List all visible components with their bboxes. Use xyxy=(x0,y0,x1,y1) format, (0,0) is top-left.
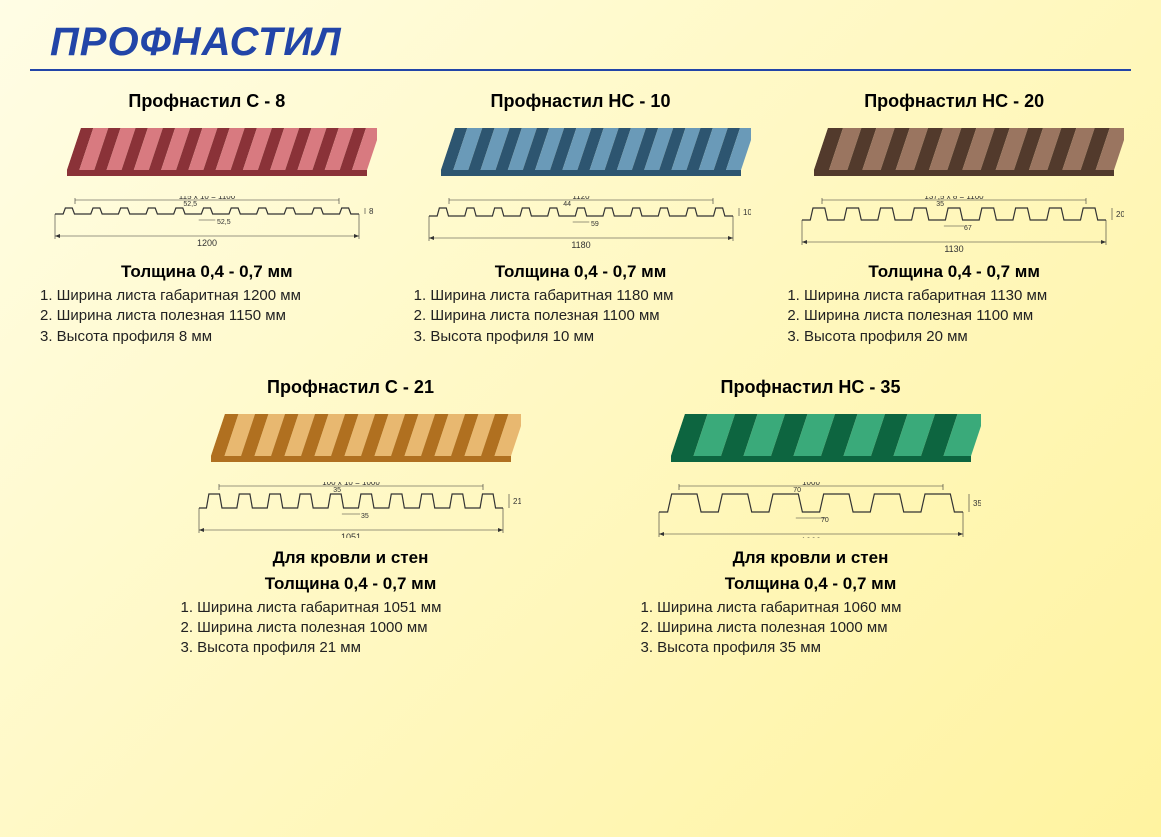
spec-line: 2. Ширина листа полезная 1000 мм xyxy=(181,618,531,638)
page-title: ПРОФНАСТИЛ xyxy=(50,20,1131,65)
spec-line: 1. Ширина листа габаритная 1130 мм xyxy=(787,286,1131,306)
svg-text:8: 8 xyxy=(369,207,374,216)
spec-line: 3. Высота профиля 10 мм xyxy=(414,327,758,347)
spec-list: 1. Ширина листа габаритная 1130 мм2. Шир… xyxy=(777,286,1131,347)
thickness-label: Толщина 0,4 - 0,7 мм xyxy=(404,262,758,282)
product-title: Профнастил С - 8 xyxy=(30,91,384,112)
spec-list: 1. Ширина листа габаритная 1060 мм2. Шир… xyxy=(631,598,991,659)
bottom-row: Профнастил С - 21 100 х 10 = 1000 1051 21 35… xyxy=(30,377,1131,659)
profile-diagram: 1120 1180 10 44 59 xyxy=(411,196,751,252)
svg-text:70: 70 xyxy=(793,487,801,494)
divider xyxy=(30,69,1131,71)
spec-list: 1. Ширина листа габаритная 1180 мм2. Шир… xyxy=(404,286,758,347)
svg-text:21: 21 xyxy=(513,497,521,506)
sheet-visual xyxy=(641,406,981,476)
svg-text:35: 35 xyxy=(973,499,981,508)
product-title: Профнастил НС - 10 xyxy=(404,91,758,112)
spec-list: 1. Ширина листа габаритная 1051 мм2. Шир… xyxy=(171,598,531,659)
spec-line: 3. Высота профиля 21 мм xyxy=(181,638,531,658)
svg-text:67: 67 xyxy=(964,225,972,232)
svg-text:52,5: 52,5 xyxy=(217,219,231,226)
product-subtitle: Для кровли и стен xyxy=(631,548,991,568)
svg-text:1180: 1180 xyxy=(571,240,590,250)
thickness-label: Толщина 0,4 - 0,7 мм xyxy=(631,574,991,594)
product-subtitle: Для кровли и стен xyxy=(171,548,531,568)
svg-text:1130: 1130 xyxy=(944,244,963,252)
spec-line: 1. Ширина листа габаритная 1200 мм xyxy=(40,286,384,306)
profile-diagram: 115 х 10 = 11001200852,552,5 xyxy=(37,196,377,252)
spec-line: 3. Высота профиля 20 мм xyxy=(787,327,1131,347)
spec-line: 3. Высота профиля 8 мм xyxy=(40,327,384,347)
svg-text:52,5: 52,5 xyxy=(183,201,197,208)
spec-line: 2. Ширина листа полезная 1100 мм xyxy=(414,306,758,326)
spec-line: 3. Высота профиля 35 мм xyxy=(641,638,991,658)
svg-text:1051: 1051 xyxy=(340,532,360,538)
svg-text:137,5 х 8 = 1100: 137,5 х 8 = 1100 xyxy=(925,196,985,201)
spec-line: 1. Ширина листа габаритная 1060 мм xyxy=(641,598,991,618)
svg-text:1120: 1120 xyxy=(572,196,590,201)
product-card: Профнастил С - 8115 х 10 = 11001200852,5… xyxy=(30,91,384,347)
sheet-visual xyxy=(181,406,521,476)
svg-text:59: 59 xyxy=(591,221,599,228)
product-title: Профнастил НС - 20 xyxy=(777,91,1131,112)
svg-text:1000: 1000 xyxy=(802,482,820,487)
svg-text:35: 35 xyxy=(361,513,369,520)
thickness-label: Толщина 0,4 - 0,7 мм xyxy=(171,574,531,594)
top-row: Профнастил С - 8115 х 10 = 11001200852,5… xyxy=(30,91,1131,347)
product-title: Профнастил С - 21 xyxy=(171,377,531,398)
product-card: Профнастил НС - 10 1120 1180 10 44 59 Толщина … xyxy=(404,91,758,347)
profile-diagram: 137,5 х 8 = 1100 1130 20 35 67 xyxy=(784,196,1124,252)
spec-list: 1. Ширина листа габаритная 1200 мм2. Шир… xyxy=(30,286,384,347)
thickness-label: Толщина 0,4 - 0,7 мм xyxy=(30,262,384,282)
profile-diagram: 100 х 10 = 1000 1051 21 35 35 xyxy=(181,482,521,538)
product-card: Профнастил С - 21 100 х 10 = 1000 1051 21 35… xyxy=(171,377,531,659)
sheet-visual xyxy=(37,120,377,190)
thickness-label: Толщина 0,4 - 0,7 мм xyxy=(777,262,1131,282)
profile-diagram: 10001060357070 xyxy=(641,482,981,538)
spec-line: 2. Ширина листа полезная 1100 мм xyxy=(787,306,1131,326)
svg-text:10: 10 xyxy=(743,208,751,217)
product-card: Профнастил НС - 20 137,5 х 8 = 1100 1130 20… xyxy=(777,91,1131,347)
spec-line: 1. Ширина листа габаритная 1051 мм xyxy=(181,598,531,618)
svg-text:100 х 10 = 1000: 100 х 10 = 1000 xyxy=(322,482,380,487)
sheet-visual xyxy=(784,120,1124,190)
product-card: Профнастил НС - 3510001060357070Для кров… xyxy=(631,377,991,659)
product-title: Профнастил НС - 35 xyxy=(631,377,991,398)
spec-line: 1. Ширина листа габаритная 1180 мм xyxy=(414,286,758,306)
svg-text:44: 44 xyxy=(563,201,571,208)
spec-line: 2. Ширина листа полезная 1000 мм xyxy=(641,618,991,638)
svg-text:1200: 1200 xyxy=(197,238,217,248)
svg-text:20: 20 xyxy=(1116,210,1124,219)
svg-text:1060: 1060 xyxy=(800,536,820,538)
spec-line: 2. Ширина листа полезная 1150 мм xyxy=(40,306,384,326)
sheet-visual xyxy=(411,120,751,190)
svg-text:35: 35 xyxy=(333,487,341,494)
svg-text:35: 35 xyxy=(936,201,944,208)
